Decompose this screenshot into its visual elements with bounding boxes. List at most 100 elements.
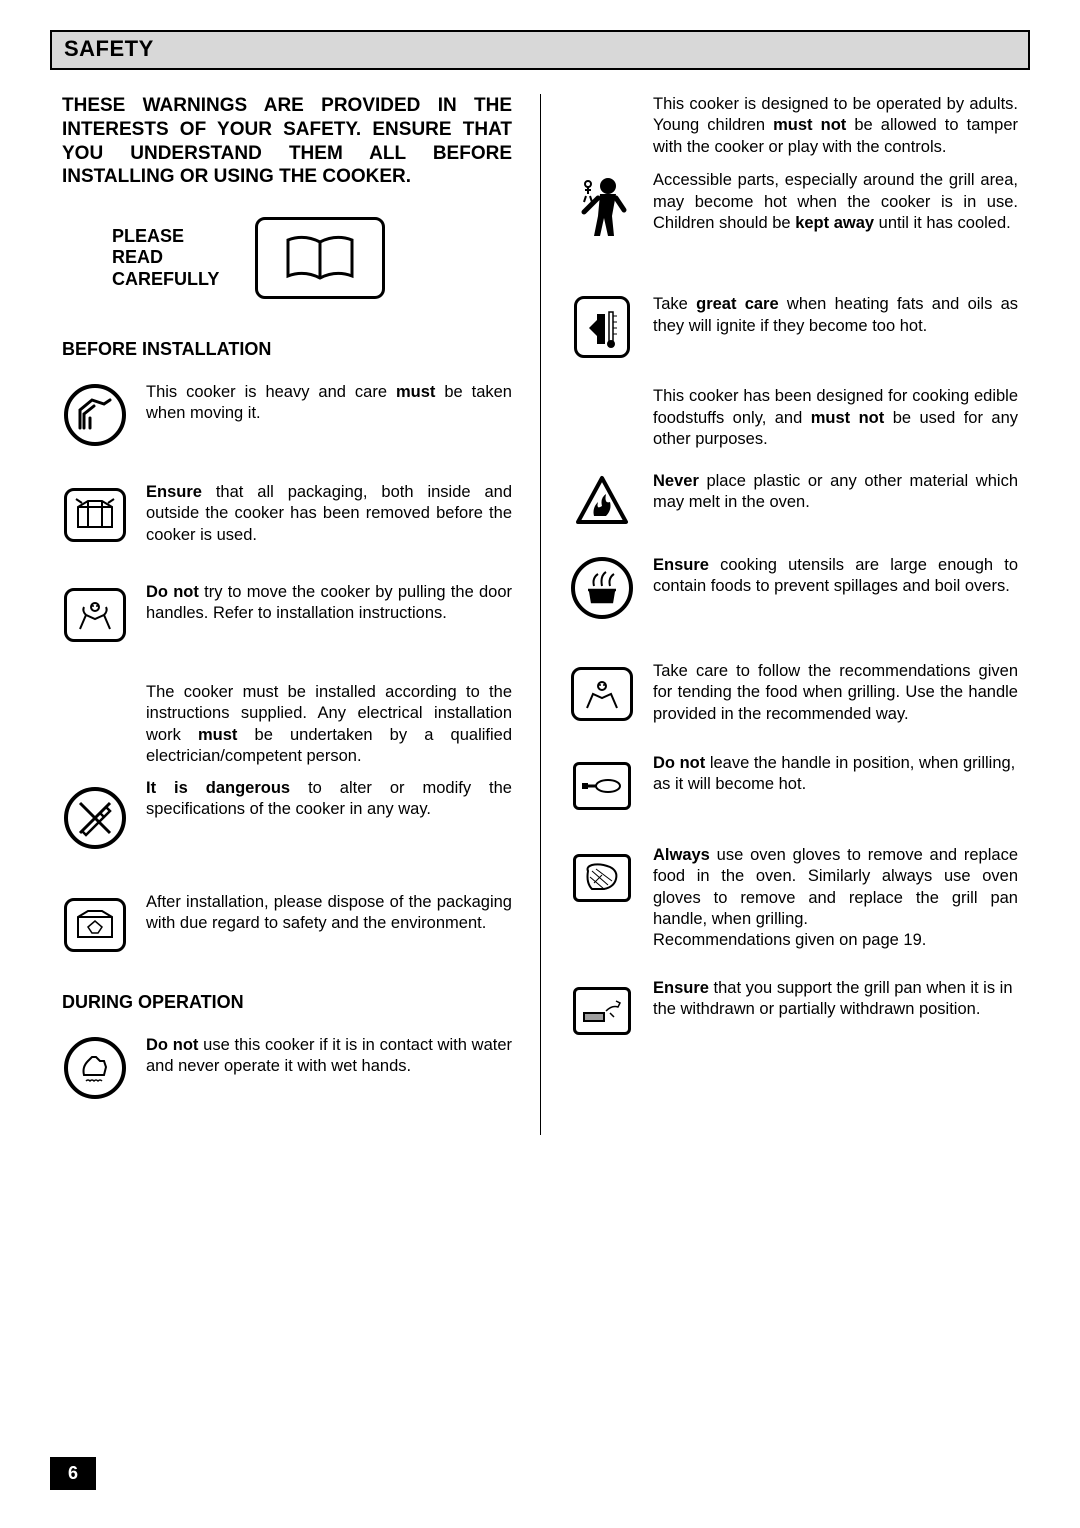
wet-hand-icon-slot: [62, 1035, 128, 1101]
item-fats-text: Take great care when heating fats and oi…: [653, 294, 1018, 337]
t: must: [198, 726, 237, 744]
left-column: THESE WARNINGS ARE PROVIDED IN THE INTER…: [50, 94, 540, 1135]
during-operation-heading: DURING OPERATION: [62, 992, 512, 1013]
before-installation-heading: BEFORE INSTALLATION: [62, 339, 512, 360]
intro-warning: THESE WARNINGS ARE PROVIDED IN THE INTER…: [62, 94, 512, 189]
t: try to move the cooker by pulling the do…: [146, 583, 512, 622]
item-dispose: After installation, please dispose of th…: [62, 892, 512, 958]
item-support: Ensure that you support the grill pan wh…: [569, 978, 1018, 1044]
t: It is dangerous: [146, 779, 290, 797]
item-handles-text: Do not try to move the cooker by pulling…: [146, 582, 512, 625]
screwdriver-icon: [64, 787, 126, 849]
page-number: 6: [50, 1457, 96, 1490]
item-foodstuffs-text: This cooker has been designed for cookin…: [653, 386, 1018, 450]
item-hot: Accessible parts, especially around the …: [569, 170, 1018, 250]
content-columns: THESE WARNINGS ARE PROVIDED IN THE INTER…: [50, 94, 1030, 1135]
screwdriver-icon-slot: [62, 778, 128, 858]
empty-slot: [62, 682, 128, 692]
pot-icon: [571, 557, 633, 619]
item-wet: Do not use this cooker if it is in conta…: [62, 1035, 512, 1101]
item-plastic-text: Never place plastic or any other materia…: [653, 471, 1018, 514]
section-title: SAFETY: [64, 36, 1016, 62]
t: use this cooker if it is in contact with…: [146, 1036, 512, 1075]
t: Recommendations given on page 19.: [653, 931, 926, 949]
please-read-label: PLEASE READ CAREFULLY: [112, 226, 219, 291]
support-icon-slot: [569, 978, 635, 1044]
child-icon-slot: [569, 170, 635, 250]
recycle-box-icon-slot: [62, 892, 128, 958]
thermometer-icon: [574, 296, 630, 358]
read-l2: READ: [112, 247, 219, 269]
t: Ensure: [146, 483, 202, 501]
item-fats: Take great care when heating fats and oi…: [569, 294, 1018, 360]
t: Take: [653, 295, 696, 313]
item-heavy: This cooker is heavy and care must be ta…: [62, 382, 512, 448]
handle-rec-icon-slot: [569, 661, 635, 727]
t: great care: [696, 295, 779, 313]
item-children: This cooker is designed to be operated b…: [569, 94, 1018, 158]
t: Do not: [146, 1036, 198, 1054]
item-utensil: Ensure cooking utensils are large enough…: [569, 555, 1018, 621]
t: until it has cooled.: [874, 214, 1011, 232]
glove-icon: [573, 854, 631, 902]
item-install: The cooker must be installed according t…: [62, 682, 512, 768]
t: must not: [811, 409, 885, 427]
fire-icon-slot: [569, 471, 635, 537]
pan-handle-icon-slot: [569, 753, 635, 819]
thermometer-icon-slot: [569, 294, 635, 360]
item-plastic: Never place plastic or any other materia…: [569, 471, 1018, 537]
section-header: SAFETY: [50, 30, 1030, 70]
item-heavy-text: This cooker is heavy and care must be ta…: [146, 382, 512, 425]
t: Do not: [146, 583, 199, 601]
wet-hand-icon: [64, 1037, 126, 1099]
read-l1: PLEASE: [112, 226, 219, 248]
item-children-text: This cooker is designed to be operated b…: [653, 94, 1018, 158]
t: Never: [653, 472, 699, 490]
item-handles: Do not try to move the cooker by pulling…: [62, 582, 512, 648]
pot-icon-slot: [569, 555, 635, 621]
empty-slot: [569, 94, 635, 104]
t: This cooker is heavy and care: [146, 383, 396, 401]
t: Do not: [653, 754, 705, 772]
item-dangerous-text: It is dangerous to alter or modify the s…: [146, 778, 512, 821]
book-icon-frame: [255, 217, 385, 299]
fire-icon: [572, 474, 632, 534]
box-icon-slot: [62, 482, 128, 548]
t: Ensure: [653, 556, 709, 574]
item-wet-text: Do not use this cooker if it is in conta…: [146, 1035, 512, 1078]
item-utensil-text: Ensure cooking utensils are large enough…: [653, 555, 1018, 598]
t: place plastic or any other material whic…: [653, 472, 1018, 511]
item-gloves-text: Always use oven gloves to remove and rep…: [653, 845, 1018, 952]
lift-icon: [64, 384, 126, 446]
box-icon: [64, 488, 126, 542]
item-foodstuffs: This cooker has been designed for cookin…: [569, 386, 1018, 450]
t: Ensure: [653, 979, 709, 997]
t: Always: [653, 846, 710, 864]
pan-handle-icon: [573, 762, 631, 810]
item-gloves: Always use oven gloves to remove and rep…: [569, 845, 1018, 952]
please-read-row: PLEASE READ CAREFULLY: [62, 217, 512, 299]
handle-rec-icon: [571, 667, 633, 721]
item-packaging: Ensure that all packaging, both inside a…: [62, 482, 512, 548]
t: leave the handle in position, when grill…: [653, 754, 1015, 793]
item-handle-hot-text: Do not leave the handle in position, whe…: [653, 753, 1018, 796]
item-support-text: Ensure that you support the grill pan wh…: [653, 978, 1018, 1021]
hands-icon: [64, 588, 126, 642]
recycle-box-icon: [64, 898, 126, 952]
lift-icon-slot: [62, 382, 128, 448]
empty-slot: [569, 386, 635, 396]
t: must not: [773, 116, 846, 134]
t: kept away: [795, 214, 874, 232]
right-column: This cooker is designed to be operated b…: [540, 94, 1030, 1135]
read-l3: CAREFULLY: [112, 269, 219, 291]
item-packaging-text: Ensure that all packaging, both inside a…: [146, 482, 512, 546]
child-icon: [570, 172, 634, 248]
book-icon: [280, 232, 360, 284]
support-icon: [573, 987, 631, 1035]
item-hot-text: Accessible parts, especially around the …: [653, 170, 1018, 234]
item-dangerous: It is dangerous to alter or modify the s…: [62, 778, 512, 858]
glove-icon-slot: [569, 845, 635, 911]
hands-icon-slot: [62, 582, 128, 648]
item-dispose-text: After installation, please dispose of th…: [146, 892, 512, 935]
item-grill-rec: Take care to follow the recommendations …: [569, 661, 1018, 727]
